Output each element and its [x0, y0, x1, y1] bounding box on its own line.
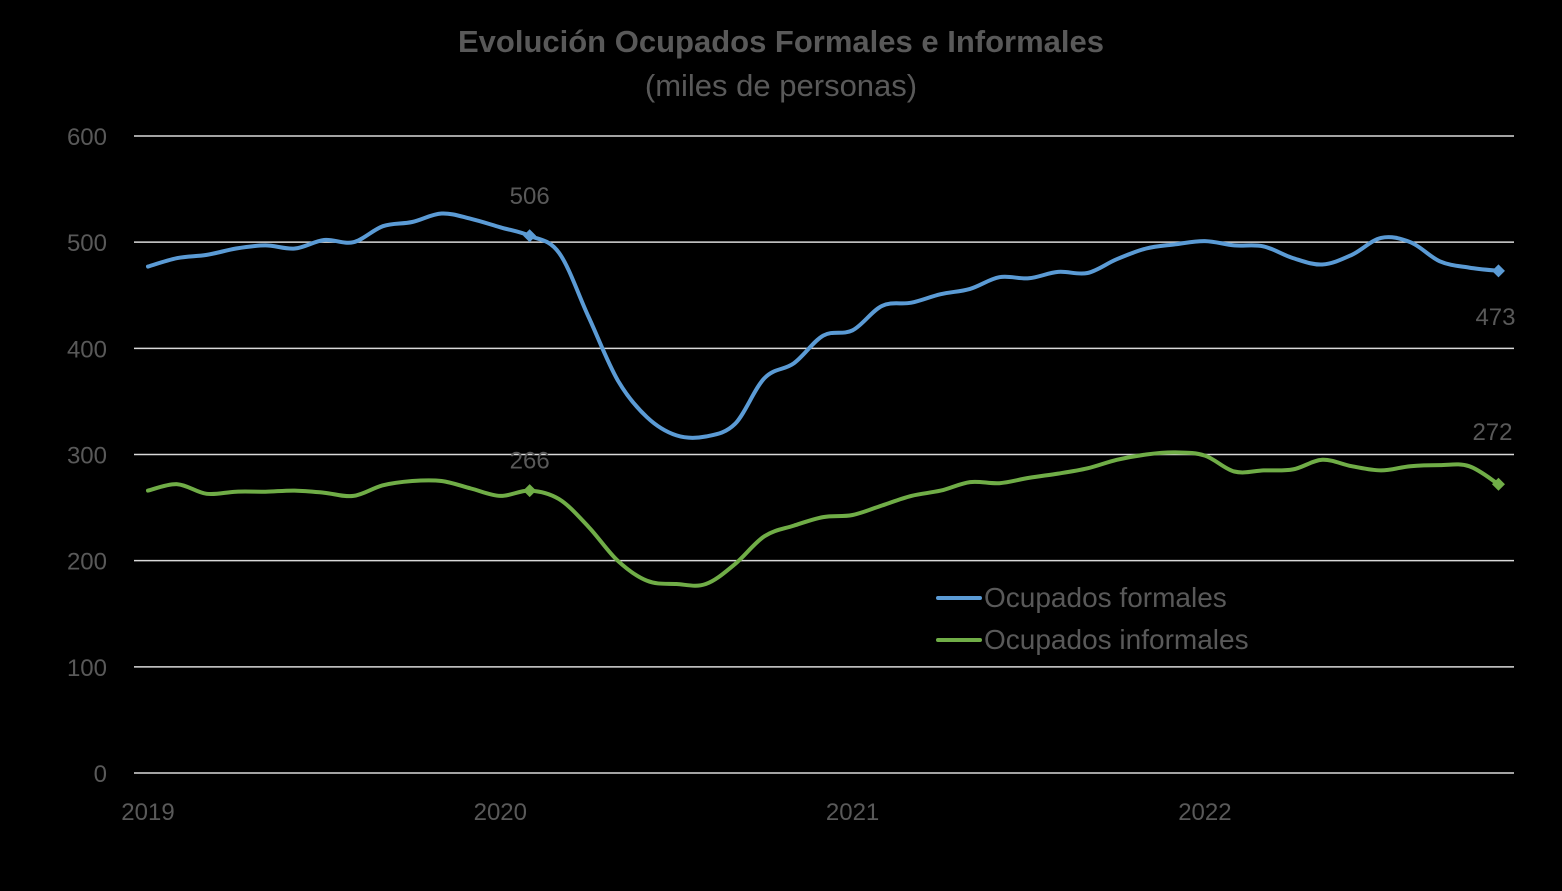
y-tick-label: 600 [67, 124, 107, 151]
legend-label-formales: Ocupados formales [984, 582, 1227, 613]
y-tick-label: 400 [67, 336, 107, 363]
x-tick-label: 2021 [826, 799, 879, 826]
chart-subtitle: (miles de personas) [645, 68, 917, 103]
y-tick-label: 500 [67, 230, 107, 257]
x-tick-label: 2020 [474, 799, 527, 826]
data-markers [523, 229, 1505, 498]
x-tick-label: 2022 [1178, 799, 1231, 826]
data-marker [1491, 264, 1505, 278]
series-lines [146, 211, 1501, 588]
x-tick-label: 2019 [121, 799, 174, 826]
legend-label-informales: Ocupados informales [984, 624, 1249, 655]
chart-title: Evolución Ocupados Formales e Informales [458, 24, 1104, 59]
gridlines [134, 135, 1514, 774]
series-line-informales [146, 450, 1501, 588]
data-label: 473 [1475, 304, 1515, 331]
data-label: 272 [1472, 419, 1512, 446]
series-line-formales [146, 211, 1501, 440]
y-tick-label: 200 [67, 549, 107, 576]
data-marker [1491, 477, 1505, 491]
y-tick-label: 100 [67, 655, 107, 682]
data-label: 266 [510, 448, 550, 475]
data-labels: 506 266 473 272 [510, 183, 1516, 475]
data-marker [523, 229, 537, 243]
data-marker [523, 484, 537, 498]
x-axis-tick-labels: 2019 2020 2021 2022 [121, 799, 1231, 826]
y-axis-tick-labels: 0 100 200 300 400 500 600 [67, 124, 107, 788]
legend: Ocupados formales Ocupados informales [936, 582, 1249, 655]
y-tick-label: 0 [94, 761, 107, 788]
y-tick-label: 300 [67, 443, 107, 470]
data-label: 506 [510, 183, 550, 210]
